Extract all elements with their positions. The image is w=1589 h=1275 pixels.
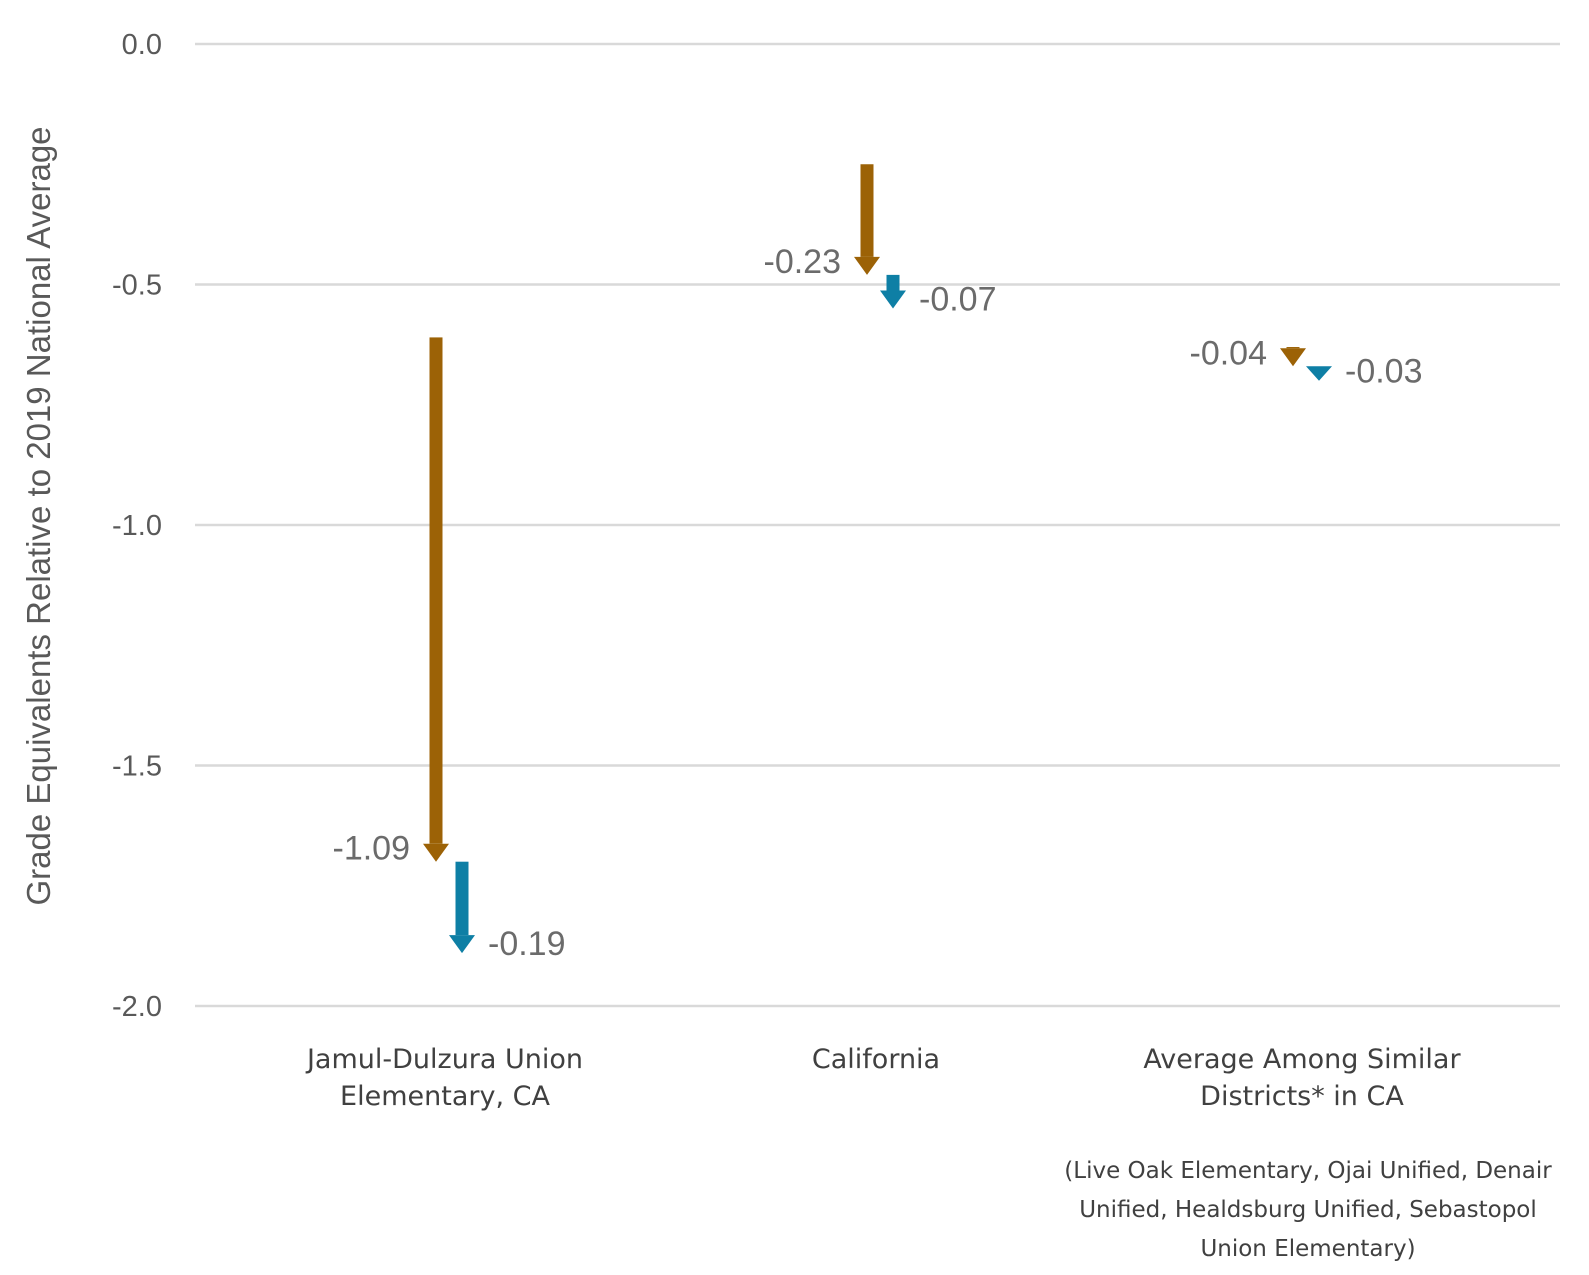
- category-labels: Jamul-Dulzura Union Elementary, CA Califor…: [305, 1044, 1462, 1112]
- arrow-shaft: [860, 164, 874, 257]
- footnote-line: (Live Oak Elementary, Ojai Unified, Dena…: [1064, 1158, 1552, 1184]
- arrow-second-change: -0.19: [449, 861, 566, 963]
- arrow-shaft: [1286, 347, 1300, 349]
- data-label: -1.09: [333, 830, 411, 868]
- gridlines: [195, 42, 1560, 1008]
- x-category-label: Jamul-Dulzura Union: [305, 1044, 583, 1075]
- footnote: (Live Oak Elementary, Ojai Unified, Dena…: [1064, 1158, 1552, 1262]
- arrow-shaft: [455, 861, 469, 936]
- footnote-line: Unified, Healdsburg Unified, Sebastopol: [1079, 1197, 1537, 1223]
- arrow-head: [880, 290, 906, 309]
- arrow-head: [854, 256, 880, 275]
- data-label: -0.04: [1190, 334, 1268, 372]
- y-tick-label: 0.0: [122, 29, 162, 61]
- y-tick-label: -1.5: [112, 751, 162, 783]
- arrow-head: [423, 843, 449, 862]
- arrow-series: -1.09 -0.19 -0.23 -0.07 -0.04 -0.03: [333, 164, 1423, 963]
- arrow-shaft: [429, 337, 443, 844]
- y-tick-label: -2.0: [112, 991, 162, 1023]
- arrow-second-change: -0.07: [880, 274, 997, 319]
- x-category-label: Average Among Similar: [1143, 1044, 1461, 1075]
- arrow-head: [449, 935, 475, 954]
- data-label: -0.03: [1345, 353, 1423, 391]
- data-label: -0.23: [764, 243, 842, 281]
- arrow-head: [1280, 348, 1306, 367]
- y-axis-label: Grade Equivalents Relative to 2019 Natio…: [20, 126, 57, 905]
- x-category-label: California: [812, 1044, 940, 1075]
- data-label: -0.07: [919, 281, 997, 319]
- footnote-line: Union Elementary): [1200, 1236, 1415, 1262]
- y-axis-ticks: 0.0 -0.5 -1.0 -1.5 -2.0: [112, 29, 162, 1023]
- arrow-shaft: [886, 274, 900, 291]
- arrow-head: [1306, 366, 1332, 381]
- arrow-second-change: -0.03: [1306, 353, 1423, 391]
- x-category-label: Elementary, CA: [340, 1081, 550, 1112]
- arrow-first-change: -0.23: [764, 164, 880, 281]
- y-tick-label: -0.5: [112, 270, 162, 302]
- arrow-first-change: -0.04: [1190, 334, 1306, 372]
- arrow-first-change: -1.09: [333, 337, 449, 868]
- y-tick-label: -1.0: [112, 510, 162, 542]
- data-label: -0.19: [488, 925, 566, 963]
- x-category-label: Districts* in CA: [1200, 1081, 1404, 1112]
